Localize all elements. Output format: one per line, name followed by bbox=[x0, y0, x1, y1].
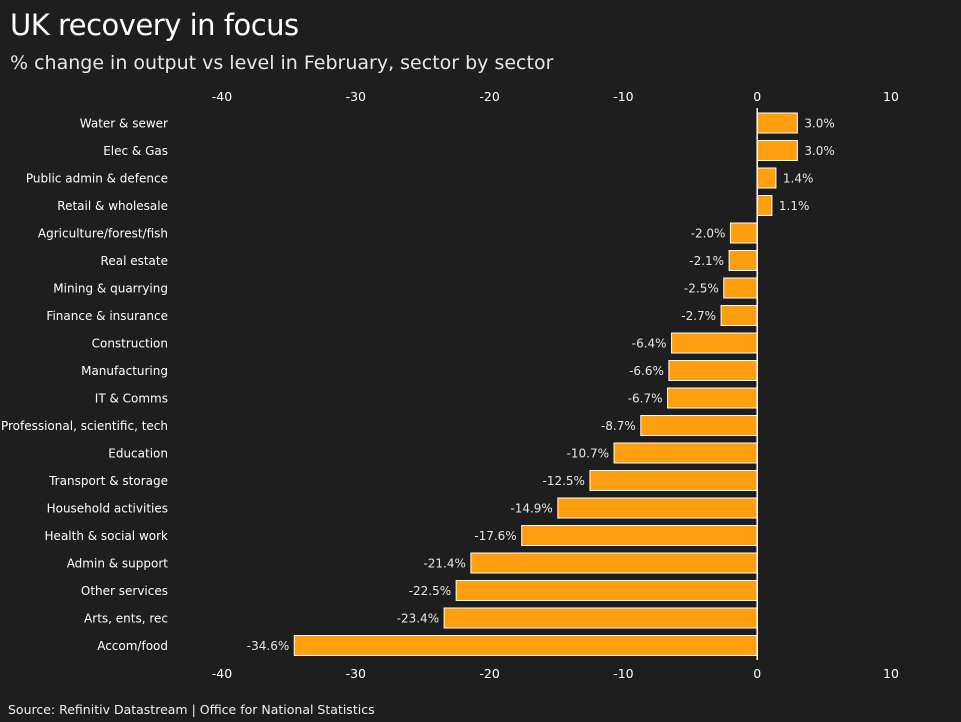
bars-group bbox=[293, 112, 798, 656]
source-note: Source: Refinitiv Datastream | Office fo… bbox=[8, 702, 375, 717]
category-label: IT & Comms bbox=[95, 392, 168, 406]
chart-title: UK recovery in focus bbox=[10, 8, 299, 42]
x-tick-label-top: 0 bbox=[753, 89, 761, 104]
value-label: -22.5% bbox=[409, 584, 451, 598]
value-label: 1.1% bbox=[779, 199, 810, 213]
bar bbox=[729, 222, 758, 244]
chart-subtitle: % change in output vs level in February,… bbox=[10, 52, 554, 74]
category-label: Accom/food bbox=[97, 639, 168, 653]
bottom-axis: -40 -30 -20 -10 0 10 bbox=[212, 666, 899, 681]
category-label: Water & sewer bbox=[80, 117, 168, 131]
bar bbox=[667, 387, 758, 409]
bar bbox=[640, 415, 758, 436]
category-labels: Water & sewer Elec & Gas Public admin & de… bbox=[1, 117, 168, 654]
category-label: Agriculture/forest/fish bbox=[38, 227, 168, 241]
bar bbox=[443, 607, 758, 629]
bar bbox=[756, 195, 773, 216]
x-tick-label-top: -10 bbox=[613, 89, 633, 104]
bar bbox=[756, 140, 798, 161]
category-label: Mining & quarrying bbox=[53, 282, 168, 296]
bar bbox=[728, 250, 758, 271]
category-label: Elec & Gas bbox=[103, 144, 168, 158]
bar bbox=[613, 442, 758, 464]
value-label: -12.5% bbox=[542, 474, 584, 488]
x-tick-label-bottom: -30 bbox=[346, 666, 366, 681]
x-tick-label-top: -20 bbox=[479, 89, 499, 104]
value-label: -2.1% bbox=[689, 254, 724, 268]
value-label: 1.4% bbox=[783, 172, 814, 186]
bar bbox=[756, 112, 798, 134]
category-label: Other services bbox=[81, 584, 168, 598]
value-label: -21.4% bbox=[423, 557, 465, 571]
category-label: Manufacturing bbox=[81, 364, 168, 378]
bar bbox=[589, 470, 758, 491]
top-axis: -40 -30 -20 -10 0 10 bbox=[212, 89, 899, 104]
value-label: 3.0% bbox=[804, 144, 835, 158]
x-tick-label-bottom: 10 bbox=[883, 666, 899, 681]
value-label: -2.0% bbox=[691, 227, 726, 241]
value-label: -6.7% bbox=[628, 392, 663, 406]
bar bbox=[557, 497, 758, 519]
value-labels: 3.0% 3.0% 1.4% 1.1% -2.0% -2.1% -2.5% -2.7% -6.4… bbox=[247, 117, 835, 654]
x-tick-label-bottom: -20 bbox=[479, 666, 499, 681]
category-label: Admin & support bbox=[67, 557, 169, 571]
bar bbox=[756, 167, 777, 189]
bar bbox=[470, 552, 758, 574]
x-tick-label-bottom: 0 bbox=[753, 666, 761, 681]
bar bbox=[521, 525, 758, 546]
value-label: -2.5% bbox=[684, 282, 719, 296]
category-label: Construction bbox=[92, 337, 168, 351]
bar bbox=[455, 580, 758, 601]
value-label: -10.7% bbox=[567, 447, 609, 461]
category-label: Education bbox=[108, 447, 168, 461]
value-label: -2.7% bbox=[681, 309, 716, 323]
value-label: -8.7% bbox=[601, 419, 636, 433]
x-tick-label-top: 10 bbox=[883, 89, 899, 104]
category-label: Professional, scientific, tech bbox=[1, 419, 168, 433]
value-label: -6.6% bbox=[629, 364, 664, 378]
x-tick-label-bottom: -10 bbox=[613, 666, 633, 681]
category-label: Real estate bbox=[101, 254, 168, 268]
category-label: Transport & storage bbox=[48, 474, 168, 488]
bar bbox=[720, 305, 758, 326]
category-label: Arts, ents, rec bbox=[84, 612, 168, 626]
value-label: -14.9% bbox=[510, 502, 552, 516]
x-tick-label-top: -30 bbox=[346, 89, 366, 104]
category-label: Public admin & defence bbox=[26, 172, 168, 186]
value-label: -17.6% bbox=[474, 529, 516, 543]
bar bbox=[668, 360, 758, 381]
bar bbox=[671, 332, 758, 354]
x-tick-label-top: -40 bbox=[212, 89, 232, 104]
category-label: Household activities bbox=[47, 502, 168, 516]
value-label: -6.4% bbox=[632, 337, 667, 351]
value-label: 3.0% bbox=[804, 117, 835, 131]
value-label: -34.6% bbox=[247, 639, 289, 653]
bar bbox=[723, 277, 758, 299]
category-label: Retail & wholesale bbox=[57, 199, 168, 213]
bar bbox=[293, 635, 758, 656]
category-label: Finance & insurance bbox=[46, 309, 168, 323]
value-label: -23.4% bbox=[397, 612, 439, 626]
category-label: Health & social work bbox=[45, 529, 169, 543]
x-tick-label-bottom: -40 bbox=[212, 666, 232, 681]
